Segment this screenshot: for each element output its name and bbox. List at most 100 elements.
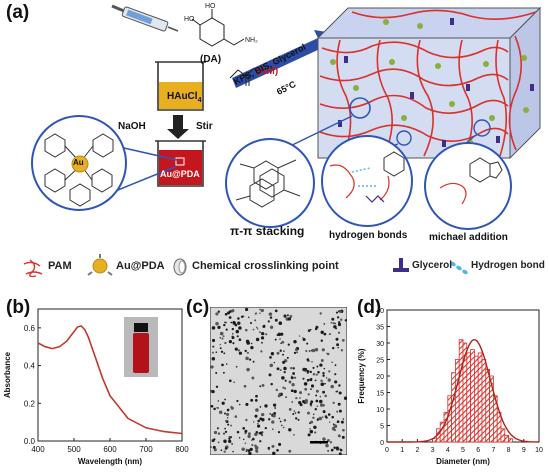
tem-particle [315,399,319,403]
tem-particle [211,338,216,343]
tem-particle [245,328,248,332]
tem-particle [238,437,241,439]
tem-particle [282,386,285,389]
tem-particle [279,338,281,340]
tem-particle [287,317,292,321]
y-tick-label: 25 [376,358,384,365]
stir-label: Stir [196,121,213,132]
tem-particle [252,328,255,331]
tem-particle [304,387,308,391]
histogram-bar [508,438,513,443]
tem-particle [269,316,273,319]
tem-particle [247,434,251,439]
tem-particle [297,418,300,421]
tem-particle [307,393,310,396]
tem-particle [217,407,219,409]
tem-particle [336,420,340,424]
tem-particle [234,323,238,327]
tem-particle [231,309,235,313]
tem-particle [254,432,258,437]
tem-particle [255,431,259,434]
tem-particle [328,421,331,423]
tem-particle [219,347,222,350]
tem-particle [274,318,278,322]
panel-a-letter: (a) [6,2,30,23]
tem-particle [260,308,264,313]
x-tick-label: 500 [67,445,81,454]
x-tick-label: 2 [415,447,419,454]
tem-particle [265,333,268,336]
tem-particle [255,394,258,398]
reaction-arrow-icon [232,30,340,88]
tem-particle [236,335,239,338]
tem-particle [261,383,265,387]
tem-particle [323,332,327,336]
tem-particle [224,427,226,430]
tem-particle [283,314,287,318]
tem-background [210,307,347,455]
tem-particle [310,404,313,407]
tem-particle [279,349,282,352]
tem-particle [282,360,286,364]
tem-particle [224,312,228,316]
acrylamide-structure [229,67,255,86]
tem-particle [249,321,253,325]
tem-particle [223,439,227,443]
x-tick-label: 9 [522,447,526,454]
tem-particle [303,382,308,386]
tem-particle [283,366,287,371]
tem-particle [333,325,337,329]
tem-particle [244,429,248,433]
tem-particle [339,310,342,314]
tem-particle [254,444,257,448]
tem-particle [257,328,259,330]
x-tick-label: 3 [431,447,435,454]
tem-particle [306,358,310,361]
tem-particle [268,373,272,377]
tem-particle [320,359,324,362]
tem-particle [261,341,263,344]
tem-particle [326,352,330,356]
tem-particle [321,416,324,418]
x-tick-label: 10 [535,447,543,454]
histogram-bar [451,372,456,443]
tem-particle [220,449,223,452]
tem-particle [281,376,285,380]
legend-crosslink-label: Chemical crosslinking point [192,260,339,272]
x-tick-label: 1 [400,447,404,454]
tem-particle [213,438,216,441]
tem-particle [216,427,219,430]
tem-particle [231,442,234,445]
tem-particle [213,430,218,435]
tem-particle [245,356,249,361]
hydrogen-bond-icon [450,261,468,275]
tem-particle [340,318,343,321]
tem-particle [259,312,261,315]
tem-particle [273,403,277,407]
tem-particle [264,426,267,430]
tem-particle [336,390,339,393]
y-tick-label: 40 [376,308,384,315]
tem-particle [293,339,297,344]
tem-particle [279,369,282,372]
tem-particle [327,413,331,416]
svg-text:HO: HO [205,3,216,10]
plot-frame [37,308,183,442]
tem-particle [243,384,247,388]
tem-particle [310,377,313,380]
tem-particle [215,321,219,326]
tem-particle [211,351,214,354]
tem-particle [217,310,220,313]
tem-particle [246,367,250,372]
tem-particle [336,410,339,413]
x-tick-label: 5 [461,447,465,454]
tem-particle [287,343,290,346]
tem-particle [334,364,337,367]
tem-particle [314,379,317,382]
tem-particle [334,373,337,376]
y-tick-label: 0.0 [24,437,36,446]
tem-particle [221,363,224,367]
tem-particle [264,404,268,408]
tem-particle [246,341,250,345]
tem-particle [315,389,319,393]
